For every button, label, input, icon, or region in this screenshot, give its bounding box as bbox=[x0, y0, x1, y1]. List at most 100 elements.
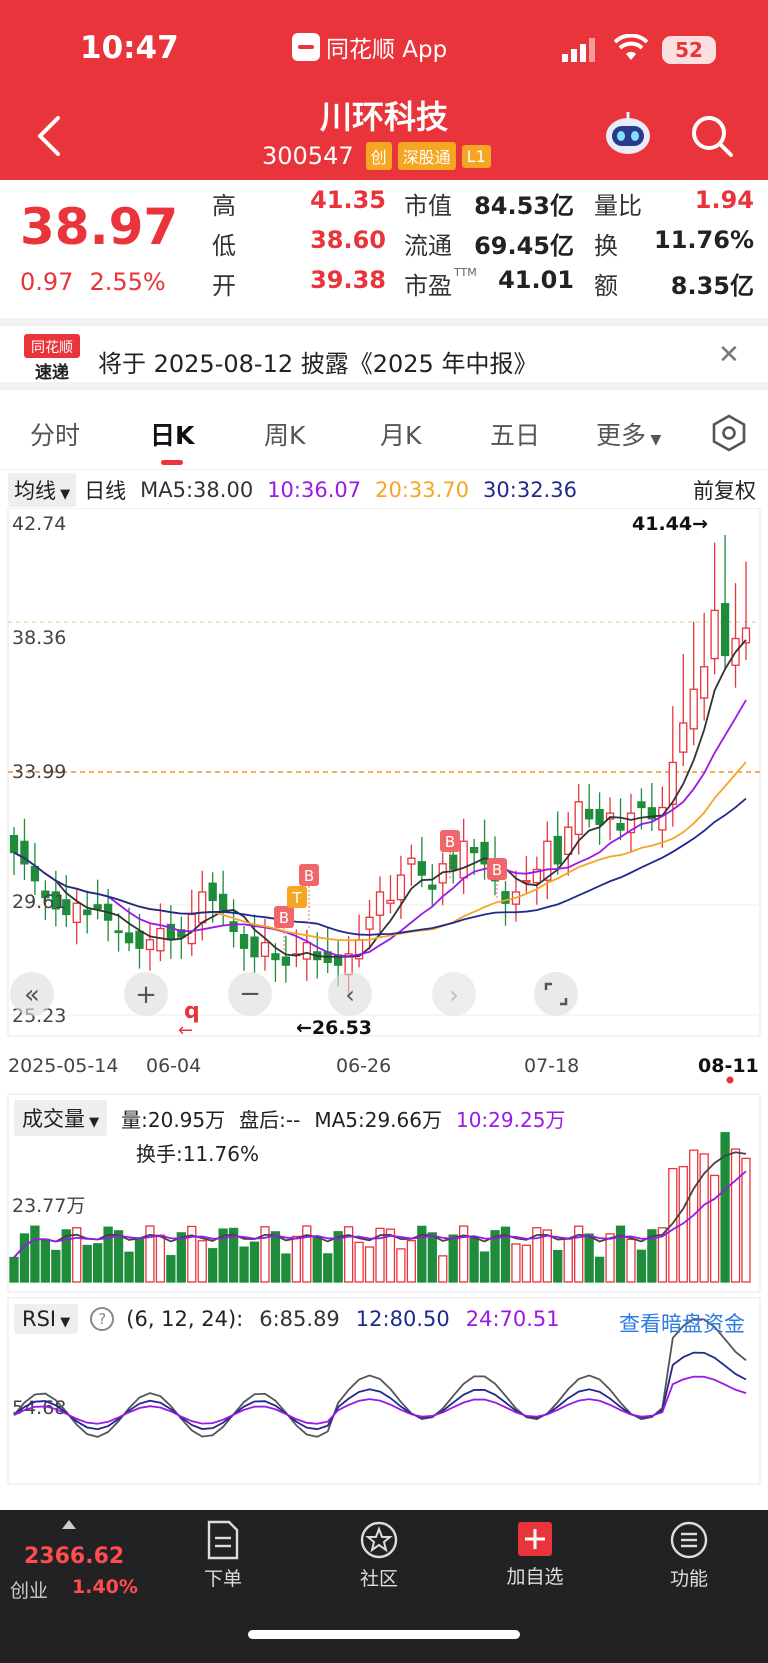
candle[interactable] bbox=[605, 812, 615, 820]
zoom-out-button[interactable] bbox=[228, 972, 272, 1016]
x-tick: 07-18 bbox=[524, 1055, 579, 1077]
tab-more[interactable]: 更多 ▼ bbox=[596, 416, 661, 452]
tab-five-day[interactable]: 五日 bbox=[490, 421, 541, 450]
candle[interactable] bbox=[543, 840, 552, 881]
nav-functions[interactable]: 功能 bbox=[644, 1520, 734, 1591]
candle[interactable] bbox=[375, 891, 385, 916]
candle[interactable] bbox=[271, 953, 280, 961]
candle[interactable] bbox=[459, 840, 468, 879]
index-value[interactable]: 2366.62 bbox=[24, 1544, 125, 1569]
candle[interactable] bbox=[647, 807, 657, 820]
candle[interactable] bbox=[41, 890, 50, 899]
candle[interactable] bbox=[637, 801, 646, 809]
candle[interactable] bbox=[281, 956, 291, 966]
candle[interactable] bbox=[710, 609, 719, 660]
scroll-left-button[interactable] bbox=[328, 972, 372, 1016]
candle[interactable] bbox=[20, 840, 29, 865]
candle[interactable] bbox=[553, 835, 562, 865]
candle[interactable] bbox=[250, 936, 259, 958]
candle[interactable] bbox=[626, 812, 636, 834]
nav-community[interactable]: 社区 bbox=[334, 1520, 424, 1591]
status-app[interactable]: 同花顺 App bbox=[292, 30, 447, 64]
candle[interactable] bbox=[51, 891, 60, 910]
news-banner[interactable]: 同花顺 速递 将于 2025-08-12 披露《2025 年中报》 ✕ bbox=[0, 318, 768, 390]
candle[interactable] bbox=[135, 930, 144, 949]
candle[interactable] bbox=[93, 904, 102, 910]
chart-area[interactable]: 42.74 38.36 33.99 29.61 25.23 41.44→ ←26… bbox=[0, 508, 768, 1508]
marker-b[interactable] bbox=[274, 906, 294, 928]
volume-bar bbox=[155, 1234, 166, 1283]
candle[interactable] bbox=[239, 934, 249, 949]
close-icon[interactable]: ✕ bbox=[718, 340, 740, 370]
stock-code: 300547 bbox=[262, 142, 354, 170]
candle[interactable] bbox=[668, 761, 677, 805]
candle[interactable] bbox=[679, 722, 688, 753]
candle[interactable] bbox=[177, 929, 186, 938]
candle[interactable] bbox=[30, 866, 40, 882]
candle[interactable] bbox=[9, 835, 19, 854]
settings-hexagon-icon[interactable] bbox=[710, 414, 748, 452]
candle[interactable] bbox=[260, 941, 270, 957]
candle[interactable] bbox=[700, 666, 709, 699]
candle[interactable] bbox=[229, 921, 238, 933]
marker-b[interactable] bbox=[299, 864, 319, 886]
candle[interactable] bbox=[449, 854, 458, 871]
ma-select[interactable]: 均线 ▼ bbox=[8, 473, 77, 507]
dark-pool-link[interactable]: 查看暗盘资金 bbox=[619, 1312, 745, 1336]
candle[interactable] bbox=[584, 808, 594, 820]
candle[interactable] bbox=[689, 688, 698, 730]
volume-select[interactable]: 成交量 ▼ bbox=[14, 1100, 108, 1136]
tab-daily-k[interactable]: 日K bbox=[150, 421, 195, 450]
robot-assistant-icon[interactable] bbox=[604, 112, 652, 156]
candle[interactable] bbox=[480, 841, 489, 865]
tab-weekly-k[interactable]: 周K bbox=[264, 421, 306, 450]
candle[interactable] bbox=[218, 893, 228, 913]
marker-t[interactable] bbox=[287, 886, 307, 908]
candle[interactable] bbox=[417, 861, 426, 876]
candle[interactable] bbox=[428, 884, 437, 890]
q-marker[interactable]: q bbox=[184, 999, 200, 1024]
candle[interactable] bbox=[302, 941, 311, 960]
candle[interactable] bbox=[720, 603, 730, 657]
tab-intraday[interactable]: 分时 bbox=[30, 421, 81, 450]
candle[interactable] bbox=[616, 823, 625, 831]
volume-bar bbox=[479, 1251, 490, 1283]
candle[interactable] bbox=[198, 891, 207, 924]
rsi-select[interactable]: RSI ▼ bbox=[14, 1304, 79, 1334]
candle[interactable] bbox=[62, 899, 71, 916]
candle[interactable] bbox=[124, 932, 134, 944]
candle[interactable] bbox=[501, 891, 510, 904]
back-icon[interactable] bbox=[30, 112, 70, 160]
scroll-right-button[interactable] bbox=[432, 972, 476, 1016]
volume-bar bbox=[176, 1232, 186, 1283]
candle[interactable] bbox=[469, 846, 479, 854]
candle[interactable] bbox=[114, 930, 123, 934]
zoom-in-button[interactable] bbox=[124, 972, 168, 1016]
expand-up-icon[interactable] bbox=[62, 1520, 76, 1529]
candle[interactable] bbox=[386, 899, 395, 904]
fullscreen-button[interactable] bbox=[534, 972, 578, 1016]
marker-b[interactable] bbox=[487, 858, 507, 880]
nav-order[interactable]: 下单 bbox=[178, 1520, 268, 1591]
candle[interactable] bbox=[83, 909, 92, 916]
candle[interactable] bbox=[72, 902, 81, 924]
tab-monthly-k[interactable]: 月K bbox=[380, 421, 422, 450]
search-icon[interactable] bbox=[690, 114, 734, 158]
adjust-select[interactable]: 前复权 bbox=[693, 479, 756, 503]
candle[interactable] bbox=[156, 927, 165, 952]
help-icon[interactable]: ? bbox=[90, 1307, 115, 1331]
nav-add-watchlist[interactable]: 加自选 bbox=[490, 1520, 580, 1589]
candle[interactable] bbox=[564, 826, 573, 855]
candle[interactable] bbox=[365, 916, 374, 930]
candle[interactable] bbox=[438, 863, 447, 884]
candle[interactable] bbox=[396, 874, 406, 901]
candle[interactable] bbox=[208, 882, 217, 902]
candle[interactable] bbox=[574, 801, 583, 836]
zoom-out-full-button[interactable] bbox=[10, 972, 54, 1016]
candle[interactable] bbox=[145, 939, 155, 951]
marker-b[interactable] bbox=[440, 830, 460, 852]
candle[interactable] bbox=[532, 868, 542, 884]
candle[interactable] bbox=[595, 808, 604, 826]
candle[interactable] bbox=[741, 627, 751, 644]
candle[interactable] bbox=[407, 857, 416, 865]
